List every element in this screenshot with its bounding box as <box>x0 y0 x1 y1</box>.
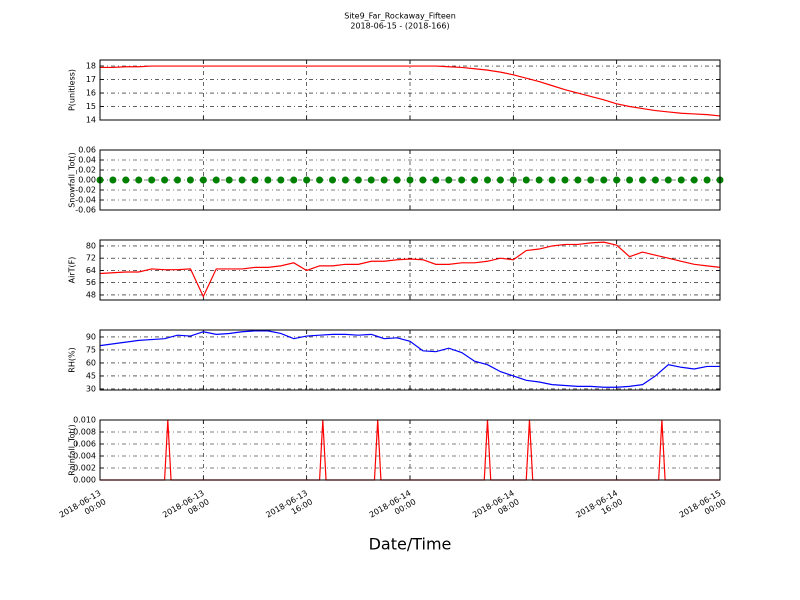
data-point <box>574 176 582 184</box>
y-tick-label: 0.002 <box>73 464 96 473</box>
data-point <box>509 176 517 184</box>
data-point <box>406 176 414 184</box>
y-tick-label: 0.006 <box>73 440 96 449</box>
data-point <box>522 176 530 184</box>
y-tick-label: 0.010 <box>73 416 96 425</box>
data-point <box>135 176 143 184</box>
data-line <box>100 65 721 117</box>
y-tick-label: 0.004 <box>73 452 96 461</box>
data-point <box>290 176 298 184</box>
axes-frame <box>99 239 721 301</box>
data-point <box>690 176 698 184</box>
y-axis-label: Snowfall_Tot() <box>68 152 77 208</box>
axes-frame <box>99 419 721 481</box>
data-point <box>419 176 427 184</box>
data-point <box>432 176 440 184</box>
data-point <box>341 176 349 184</box>
y-tick-label: 0.00 <box>78 176 96 185</box>
axes-frame <box>99 149 721 211</box>
y-tick-label: 60 <box>86 358 96 367</box>
y-tick-label: 90 <box>86 332 96 341</box>
y-tick-label: 0.06 <box>78 146 96 155</box>
data-point <box>484 176 491 184</box>
data-point <box>329 176 336 184</box>
y-tick-label: 64 <box>86 266 96 275</box>
y-axis-label: P(unitless) <box>68 69 77 111</box>
data-point <box>380 176 388 184</box>
x-tick-label: 2018-06-1500:00 <box>677 488 727 528</box>
data-line <box>99 330 720 388</box>
x-tick-label: 2018-06-1316:00 <box>264 488 314 528</box>
y-tick-label: 14 <box>86 116 96 125</box>
y-tick-label: -0.06 <box>75 206 96 215</box>
data-point <box>703 176 711 184</box>
data-point <box>471 176 479 184</box>
data-point <box>626 176 634 184</box>
y-tick-label: 72 <box>86 254 96 263</box>
x-tick-label: 2018-06-1300:00 <box>57 488 107 528</box>
data-point <box>354 176 362 184</box>
data-point <box>109 176 117 184</box>
data-point <box>664 176 672 184</box>
data-point <box>613 176 621 184</box>
axes-frame <box>99 329 721 391</box>
data-point <box>303 176 311 184</box>
data-point <box>148 176 156 184</box>
x-tick-label: 2018-06-1308:00 <box>161 488 211 528</box>
data-point <box>367 176 375 184</box>
data-point <box>316 176 324 184</box>
y-axis-label: RH(%) <box>68 347 77 372</box>
y-tick-label: 0.04 <box>78 156 96 165</box>
y-tick-label: 0.02 <box>78 166 96 175</box>
data-point <box>264 176 272 184</box>
data-point <box>496 176 504 184</box>
data-point <box>458 176 466 184</box>
y-tick-label: -0.04 <box>75 196 96 205</box>
y-tick-label: 17 <box>86 75 96 84</box>
data-point <box>561 176 569 184</box>
data-point <box>600 176 608 184</box>
data-point <box>587 176 595 184</box>
y-tick-label: -0.02 <box>75 186 96 195</box>
y-tick-label: 16 <box>86 89 96 98</box>
y-tick-label: 0.008 <box>73 428 96 437</box>
data-point <box>212 176 220 184</box>
data-line <box>99 241 721 298</box>
y-tick-label: 75 <box>86 345 96 354</box>
data-point <box>199 176 207 184</box>
x-tick-label: 2018-06-1416:00 <box>574 488 624 528</box>
y-tick-label: 0.000 <box>73 476 96 485</box>
y-axis-label: Rainfall_Tot() <box>68 424 77 476</box>
data-point <box>535 176 543 184</box>
y-tick-label: 56 <box>86 278 96 287</box>
y-tick-label: 15 <box>86 102 96 111</box>
y-tick-label: 80 <box>86 241 96 250</box>
data-point <box>251 176 259 184</box>
data-point <box>186 176 194 184</box>
y-tick-label: 48 <box>86 290 96 299</box>
data-point <box>225 176 233 184</box>
data-point <box>445 176 453 184</box>
figure-subtitle: 2018-06-15 - (2018-166) <box>350 22 449 31</box>
y-tick-label: 30 <box>86 384 96 393</box>
axes-frame <box>99 59 721 121</box>
data-point <box>677 176 685 184</box>
data-point <box>174 176 181 184</box>
data-point <box>277 176 285 184</box>
figure-title: Site9_Far_Rockaway_Fifteen <box>344 12 456 21</box>
y-tick-label: 18 <box>86 62 96 71</box>
data-point <box>548 176 556 184</box>
data-point <box>393 176 401 184</box>
x-tick-label: 2018-06-1400:00 <box>367 488 417 528</box>
data-point <box>639 176 646 184</box>
y-axis-label: AirT(F) <box>68 257 77 284</box>
x-tick-label: 2018-06-1408:00 <box>471 488 521 528</box>
x-axis-label: Date/Time <box>369 535 452 554</box>
data-point <box>161 176 169 184</box>
data-point <box>122 176 130 184</box>
y-tick-label: 45 <box>86 371 96 380</box>
data-point <box>238 176 246 184</box>
data-point <box>651 176 659 184</box>
